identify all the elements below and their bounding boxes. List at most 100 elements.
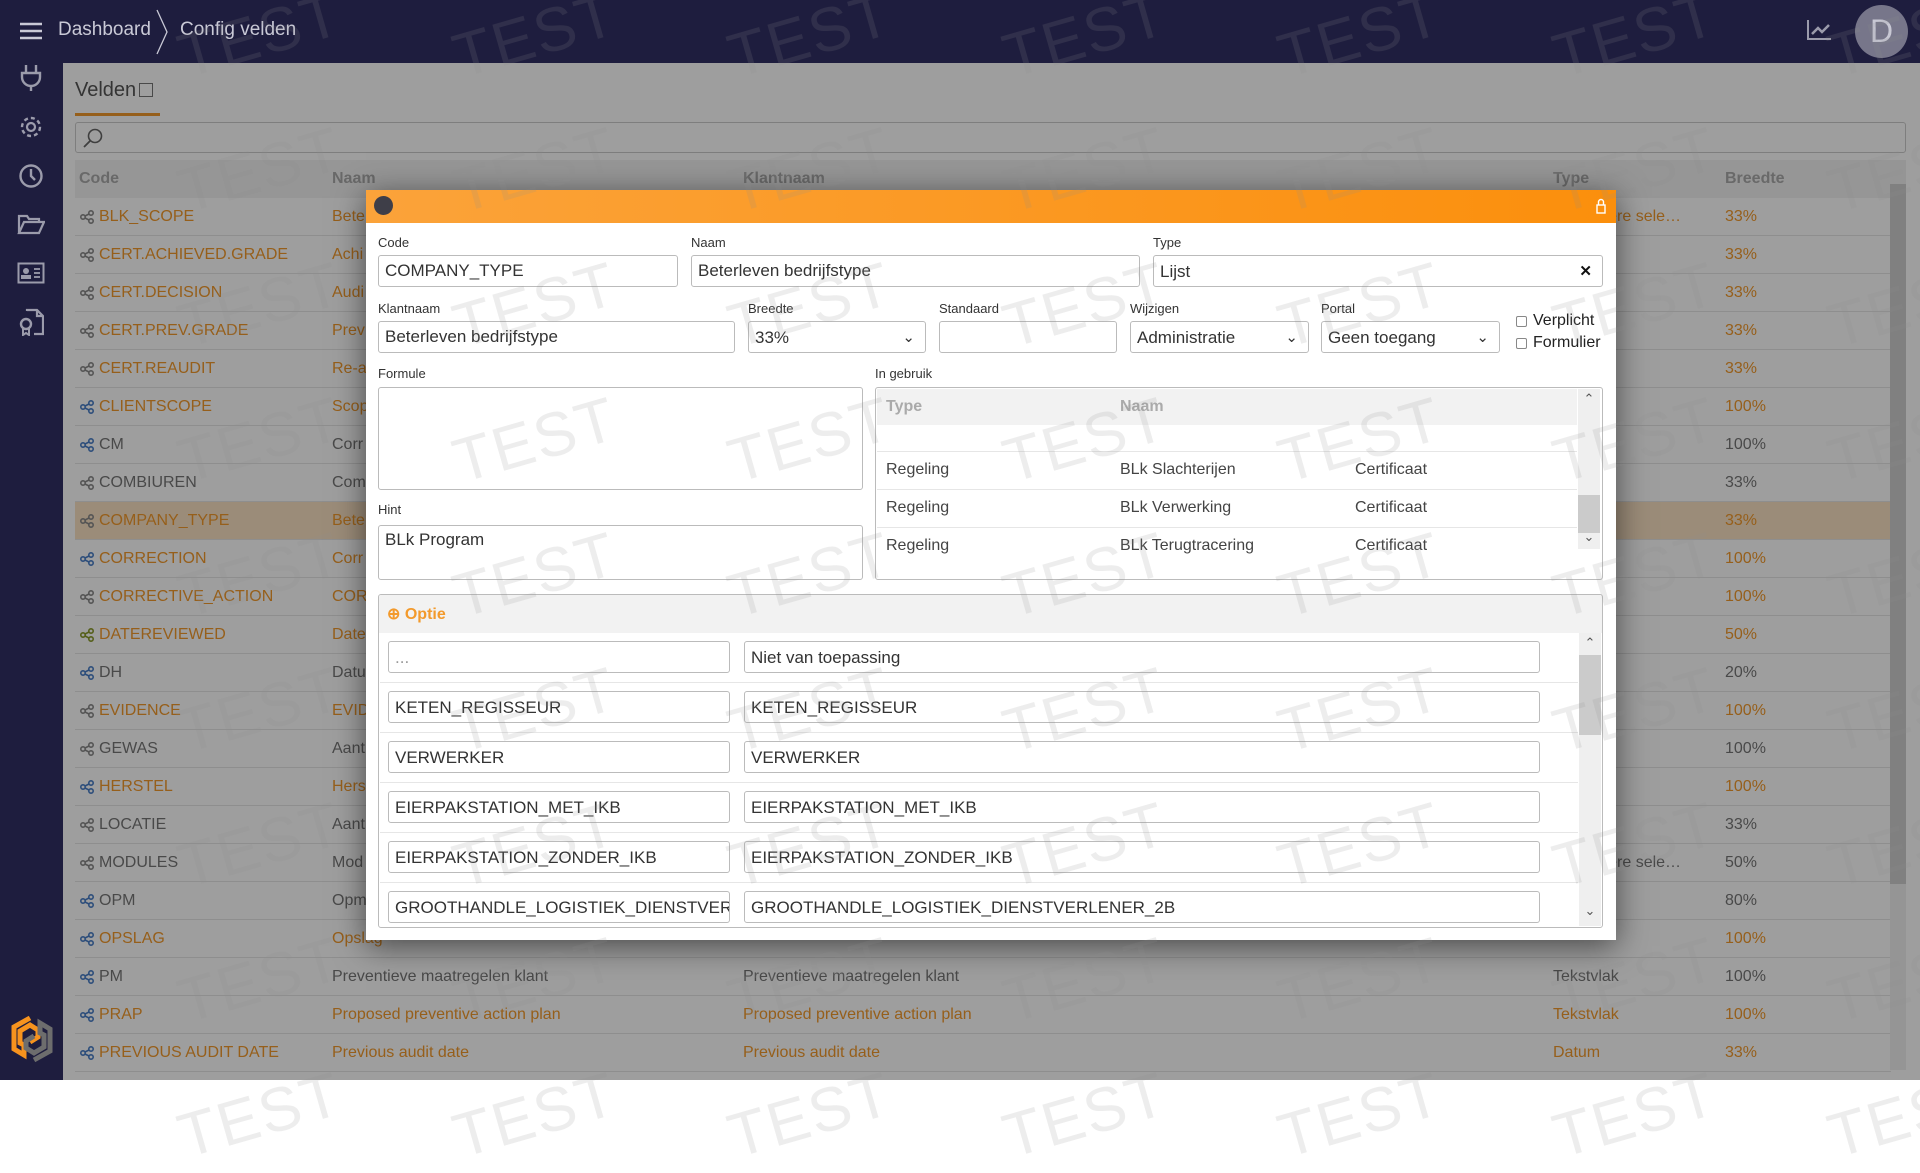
cell-code[interactable]: CERT.REAUDIT [99,360,216,377]
folder-icon[interactable] [16,209,46,239]
cell-code[interactable]: EVIDENCE [99,702,181,719]
breedte-select[interactable]: 33% ⌄ [748,321,926,353]
table-row[interactable]: Regeling BLk Terugtracering Certificaat [877,527,1577,565]
cell-code[interactable]: CERT.ACHIEVED.GRADE [99,246,289,263]
option-naam-input[interactable]: Niet van toepassing [744,641,1540,673]
checkbox-icon[interactable] [139,83,154,97]
scrollbar-thumb[interactable] [1579,655,1601,735]
tab-velden[interactable]: Velden [75,79,154,102]
hint-textarea[interactable]: BLk Program [378,525,863,580]
option-naam-input[interactable]: EIERPAKSTATION_ZONDER_IKB [744,841,1540,873]
standaard-input[interactable] [939,321,1117,353]
cell-code[interactable]: OPM [99,892,136,909]
naam-input[interactable] [691,255,1140,287]
option-code-placeholder: ... [395,648,410,667]
cell-code[interactable]: CORRECTION [99,550,207,567]
id-card-icon[interactable] [16,258,46,288]
verplicht-checkbox[interactable]: Verplicht [1516,312,1594,330]
option-code-input[interactable]: ... [388,641,730,673]
cell-code[interactable]: DH [99,664,123,681]
cell-code[interactable]: COMPANY_TYPE [99,512,230,529]
formule-textarea[interactable] [378,387,863,490]
option-row: ... Niet van toepassing [380,633,1578,683]
option-naam-input[interactable]: KETEN_REGISSEUR [744,691,1540,723]
breadcrumb-dashboard[interactable]: Dashboard [58,19,151,40]
hamburger-menu-icon[interactable] [16,18,46,44]
cell-breedte: 33% [1725,246,1758,263]
cell-code[interactable]: CORRECTIVE_ACTION [99,588,274,605]
cell-code[interactable]: DATEREVIEWED [99,626,226,643]
table-row[interactable]: PM Preventieve maatregelen klant Prevent… [75,958,1891,996]
scroll-up-icon[interactable]: ⌃ [1584,635,1596,650]
type-select[interactable]: Lijst ✕ [1153,255,1603,287]
option-naam-input[interactable]: VERWERKER [744,741,1540,773]
table-row[interactable]: Regeling BLk Verwerking Certificaat [877,489,1577,527]
avatar[interactable]: D [1855,5,1908,58]
option-naam-value: EIERPAKSTATION_MET_IKB [751,798,977,817]
column-header-naam[interactable]: Naam [332,170,376,187]
scrollbar-thumb[interactable] [1890,184,1906,884]
cell-code[interactable]: PREVIOUS AUDIT DATE [99,1044,279,1061]
clock-icon[interactable] [16,161,46,191]
column-header-breedte[interactable]: Breedte [1725,170,1785,187]
scroll-down-icon[interactable]: ⌄ [1583,529,1595,544]
cell-code[interactable]: PM [99,968,123,985]
column-header-naam[interactable]: Naam [1120,398,1164,415]
scroll-down-icon[interactable]: ⌄ [1584,903,1596,918]
cell-type: Tekstvlak [1553,1006,1619,1023]
cell-code[interactable]: LOCATIE [99,816,167,833]
table-row[interactable]: PRAP Proposed preventive action plan Pro… [75,996,1891,1034]
clear-icon[interactable]: ✕ [1579,263,1592,280]
cell-code[interactable]: MODULES [99,854,179,871]
cell-code[interactable]: CM [99,436,124,453]
table-row[interactable]: OPSLAG Opslag 100% [75,920,1891,958]
cell-code[interactable]: COMBIUREN [99,474,197,491]
chart-trend-icon[interactable] [1805,18,1833,42]
cell-code[interactable]: PRAP [99,1006,143,1023]
option-naam-input[interactable]: GROOTHANDLE_LOGISTIEK_DIENSTVERLENER_2B [744,891,1540,923]
cell-code[interactable]: CLIENTSCOPE [99,398,212,415]
plug-icon[interactable] [16,63,46,93]
gear-icon[interactable] [16,112,46,142]
cell-code[interactable]: BLK_SCOPE [99,208,195,225]
option-code-input[interactable]: EIERPAKSTATION_MET_IKB [388,791,730,823]
column-header-klantnaam[interactable]: Klantnaam [743,170,825,187]
cell-klantnaam: Previous audit date [743,1044,880,1061]
in-gebruik-header: Type Naam [877,389,1577,425]
option-code-input[interactable]: EIERPAKSTATION_ZONDER_IKB [388,841,730,873]
checkbox-icon[interactable] [1516,337,1527,349]
option-code-input[interactable]: GROOTHANDLE_LOGISTIEK_DIENSTVERLENER_2B [388,891,730,923]
checkbox-icon[interactable] [1516,315,1527,327]
add-optie-button[interactable]: ⊕ Optie [387,604,446,624]
search-input[interactable] [75,122,1906,153]
scrollbar-thumb[interactable] [1578,495,1600,533]
certificate-icon[interactable] [16,307,46,337]
cell-code[interactable]: HERSTEL [99,778,173,795]
column-header-code[interactable]: Code [79,170,119,187]
portal-select[interactable]: Geen toegang ⌄ [1321,321,1500,353]
cell-breedte: 100% [1725,588,1766,605]
brand-logo [10,1015,54,1068]
option-code-input[interactable]: KETEN_REGISSEUR [388,691,730,723]
wijzigen-select[interactable]: Administratie ⌄ [1130,321,1309,353]
cell-code[interactable]: OPSLAG [99,930,165,947]
scroll-up-icon[interactable]: ⌃ [1583,391,1595,406]
cell-code[interactable]: CERT.DECISION [99,284,223,301]
list-scrollbar[interactable] [1890,160,1906,1070]
cell-code[interactable]: CERT.PREV.GRADE [99,322,249,339]
option-naam-input[interactable]: EIERPAKSTATION_MET_IKB [744,791,1540,823]
formulier-checkbox[interactable]: Formulier [1516,334,1601,352]
column-header-type[interactable]: Type [1553,170,1590,187]
table-row[interactable]: Regeling BLk Slachterijen Certificaat [877,451,1577,489]
lock-icon[interactable] [1596,198,1606,219]
option-row: EIERPAKSTATION_ZONDER_IKB EIERPAKSTATION… [380,833,1578,883]
column-header-type[interactable]: Type [886,398,923,415]
code-input[interactable] [378,255,678,287]
cell-code[interactable]: GEWAS [99,740,158,757]
opties-scrollbar[interactable]: ⌃ ⌄ [1579,633,1601,926]
in-gebruik-scrollbar[interactable]: ⌃ ⌄ [1578,389,1600,549]
share-link-icon [80,552,94,566]
table-row[interactable]: PREVIOUS AUDIT DATE Previous audit date … [75,1034,1891,1072]
klantnaam-input[interactable] [378,321,735,353]
option-code-input[interactable]: VERWERKER [388,741,730,773]
